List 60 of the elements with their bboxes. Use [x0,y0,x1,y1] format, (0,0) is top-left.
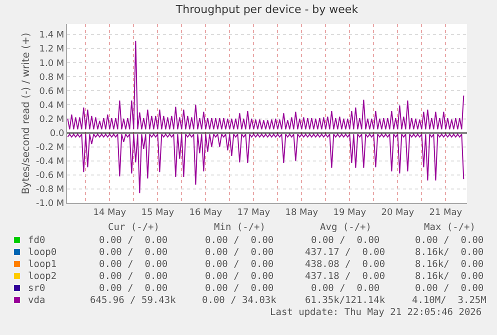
text: 0.00 / 0.00 [415,235,484,246]
x-tick-label: 16 May [189,208,223,218]
text: 0.00 / 0.00 [205,247,274,258]
y-tick-label: 0.2 M [39,114,64,125]
text: 0.00 / 0.00 [205,271,274,282]
text: 0.00 / 0.00 [311,283,380,294]
text: 8.16k/ 0.00 [415,271,484,282]
y-tick-label: 1.0 M [39,58,64,69]
text: 0.00 / 0.00 [99,259,168,270]
legend-label: fd0 [28,235,46,246]
y-tick-label: -0.6 M [36,171,64,182]
text: 0.00 / 0.00 [205,283,274,294]
y-tick-label: 0.6 M [39,86,64,97]
text: 8.16k/ 0.00 [415,247,484,258]
chart-title: Throughput per device - by week [174,2,359,16]
text: 4.10M/ 3.25M [412,295,487,306]
x-tick-label: 14 May [93,208,127,218]
legend-label: loop1 [28,259,57,270]
text: 0.00 / 0.00 [205,235,274,246]
y-tick-label: 0.8 M [39,72,64,83]
y-tick-label: 0.0 [50,128,64,139]
line-series [67,40,464,130]
text: 0.00 / 0.00 [99,283,168,294]
x-tick-label: 20 May [381,208,415,218]
text: Min (-/+) [214,222,266,233]
text: 0.00 / 0.00 [99,271,168,282]
y-tick-label: -1.0 M [36,199,64,210]
y-axis-title: Bytes/second read (-) / write (+) [21,32,32,194]
text: 0.00 / 0.00 [99,247,168,258]
y-tick-label: -0.2 M [36,142,64,153]
text: 0.00 / 0.00 [415,283,484,294]
text: 0.00 / 0.00 [311,235,380,246]
text: 8.16k/ 0.00 [415,259,484,270]
text: 645.96 / 59.43k [90,295,176,306]
legend-label: vda [28,295,46,306]
x-tick-label: 18 May [285,208,319,218]
text: 0.00 / 0.00 [99,235,168,246]
text: 437.17 / 0.00 [305,247,386,258]
text: Avg (-/+) [320,222,372,233]
line-series [67,134,464,194]
legend-label: loop0 [28,247,57,258]
legend-label: loop2 [28,271,57,282]
y-tick-label: -0.8 M [36,185,64,196]
text: 0.00 / 34.03k [202,295,277,306]
x-tick-label: 15 May [141,208,175,218]
text: 437.18 / 0.00 [305,271,386,282]
x-tick-label: 21 May [429,208,463,218]
y-tick-label: 0.4 M [39,100,64,111]
y-tick-label: 1.2 M [39,44,64,55]
y-tick-label: 1.4 M [39,30,64,41]
x-tick-label: 19 May [333,208,367,218]
text: 61.35k/121.14k [305,295,386,306]
text: Cur (-/+) [108,222,160,233]
text: 0.00 / 0.00 [205,259,274,270]
text: Last update: Thu May 21 22:05:46 2026 [270,307,482,318]
x-tick-label: 17 May [237,208,271,218]
y-tick-label: -0.4 M [36,157,64,168]
text: 438.08 / 0.00 [305,259,386,270]
legend-label: sr0 [28,283,46,294]
text: Max (-/+) [424,222,476,233]
